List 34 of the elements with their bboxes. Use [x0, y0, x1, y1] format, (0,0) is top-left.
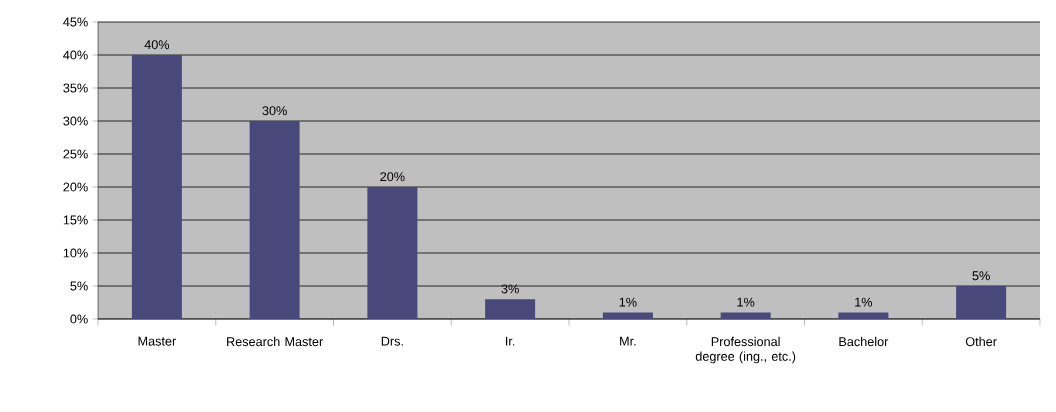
y-tick-label: 15% [63, 215, 88, 225]
y-tick-label: 5% [70, 281, 88, 291]
bar [131, 55, 182, 319]
x-tick-label: Ir. [506, 336, 515, 346]
data-label: 20% [380, 172, 405, 182]
y-tick-label: 25% [63, 149, 88, 159]
data-label: 30% [262, 106, 287, 116]
data-label: 40% [144, 40, 170, 50]
bar [367, 187, 418, 319]
data-label: 5% [972, 271, 990, 281]
data-label: 1% [855, 297, 873, 307]
x-tick-label: Bachelor [839, 336, 889, 347]
y-tick-label: 20% [63, 182, 88, 192]
bar [720, 312, 771, 319]
x-tick-label: Other [965, 336, 997, 347]
data-label: 3% [501, 284, 519, 294]
y-tick-label: 45% [63, 17, 88, 27]
y-tick-label: 30% [63, 116, 88, 126]
y-tick-label: 40% [63, 50, 88, 60]
x-tick-label: Professional degree (ing., etc.) [695, 336, 796, 364]
bar [838, 312, 889, 319]
bar [956, 286, 1007, 319]
bar [249, 121, 300, 319]
x-tick-label: Master [138, 336, 177, 346]
y-tick-label: 10% [63, 248, 88, 258]
y-tick-label: 35% [63, 83, 88, 93]
x-tick-label: Mr. [620, 336, 636, 346]
data-label: 1% [737, 297, 755, 307]
bar [602, 312, 653, 319]
x-tick-label: Drs. [381, 336, 403, 346]
bar [485, 299, 536, 319]
data-label: 1% [619, 297, 637, 307]
y-tick-label: 0% [70, 314, 88, 324]
x-tick-label: Research Master [227, 336, 323, 347]
